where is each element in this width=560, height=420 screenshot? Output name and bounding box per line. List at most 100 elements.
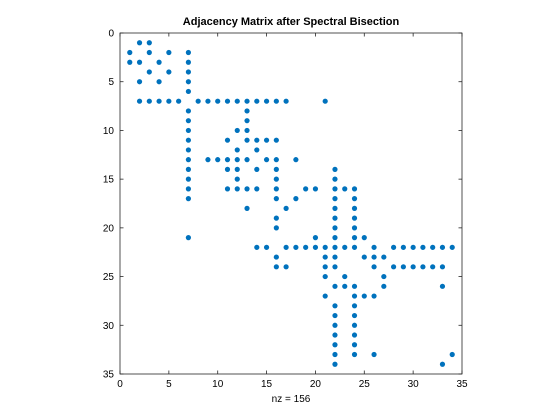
nonzero-marker xyxy=(273,166,279,172)
nonzero-marker xyxy=(244,98,250,104)
nonzero-marker xyxy=(351,186,358,192)
nonzero-marker xyxy=(351,332,358,338)
nonzero-marker xyxy=(224,98,231,104)
nonzero-marker xyxy=(322,254,328,260)
nonzero-marker xyxy=(283,244,289,250)
nonzero-marker xyxy=(205,157,211,163)
nonzero-marker xyxy=(273,264,279,270)
nonzero-marker xyxy=(430,264,436,270)
nonzero-marker xyxy=(381,283,387,289)
nonzero-marker xyxy=(303,186,309,192)
nonzero-marker xyxy=(254,244,260,250)
nonzero-marker xyxy=(185,118,191,124)
nonzero-marker xyxy=(332,244,338,250)
nonzero-marker xyxy=(234,186,240,192)
chart-title: Adjacency Matrix after Spectral Bisectio… xyxy=(183,16,400,28)
nonzero-marker xyxy=(254,137,260,143)
nonzero-marker xyxy=(185,196,191,202)
nonzero-marker xyxy=(351,205,358,211)
nonzero-marker xyxy=(332,176,338,182)
x-tick-label: 20 xyxy=(310,379,322,390)
nonzero-marker xyxy=(244,127,250,134)
nonzero-marker xyxy=(342,283,348,289)
nonzero-marker xyxy=(234,157,240,163)
nonzero-marker xyxy=(312,235,319,241)
nonzero-marker xyxy=(224,186,231,192)
nonzero-marker xyxy=(176,98,182,104)
x-tick-label: 0 xyxy=(117,379,123,390)
nonzero-marker xyxy=(400,264,406,270)
nonzero-marker xyxy=(332,166,338,172)
nonzero-marker xyxy=(381,273,387,280)
nonzero-marker xyxy=(351,215,358,221)
x-tick-label: 30 xyxy=(408,379,420,390)
nonzero-marker xyxy=(156,79,162,85)
y-tick-label: 20 xyxy=(103,223,115,234)
nonzero-marker xyxy=(351,322,358,328)
nonzero-marker xyxy=(273,176,279,182)
nonzero-marker xyxy=(273,137,279,143)
nonzero-marker xyxy=(136,79,143,85)
nonzero-marker xyxy=(234,176,240,182)
nonzero-marker xyxy=(391,244,397,250)
x-tick-label: 10 xyxy=(212,379,224,390)
nonzero-marker xyxy=(371,254,377,260)
x-axis: 0 5 10 15 20 25 30 35 xyxy=(117,33,468,390)
nonzero-marker xyxy=(185,79,191,85)
nonzero-marker xyxy=(254,186,260,192)
x-axis-label: nz = 156 xyxy=(272,394,311,405)
nonzero-marker xyxy=(185,147,191,153)
nonzero-marker xyxy=(224,166,231,172)
nonzero-marker xyxy=(312,244,319,250)
nonzero-marker xyxy=(263,244,270,250)
nonzero-marker xyxy=(351,283,358,289)
nonzero-marker xyxy=(273,254,279,260)
nonzero-marker xyxy=(332,196,338,202)
nonzero-marker xyxy=(449,351,455,358)
nonzero-marker xyxy=(244,108,250,114)
nonzero-marker xyxy=(293,157,299,163)
nonzero-marker xyxy=(136,59,143,65)
nonzero-marker xyxy=(283,205,289,211)
nonzero-marker xyxy=(332,342,338,348)
nonzero-marker xyxy=(351,312,358,319)
nonzero-marker xyxy=(351,342,358,348)
nonzero-marker xyxy=(361,293,367,299)
y-tick-label: 30 xyxy=(103,321,115,332)
x-tick-label: 35 xyxy=(456,379,468,390)
nonzero-marker xyxy=(439,244,446,250)
nonzero-marker xyxy=(146,40,152,46)
nonzero-marker xyxy=(371,264,377,270)
nonzero-marker xyxy=(322,273,328,280)
y-axis: 0 5 10 15 20 25 30 35 xyxy=(103,29,462,381)
nonzero-marker xyxy=(166,49,172,56)
nonzero-marker xyxy=(332,235,338,241)
nonzero-marker xyxy=(273,98,279,104)
nonzero-marker xyxy=(195,98,201,104)
nonzero-marker xyxy=(293,196,299,202)
nonzero-marker xyxy=(254,147,260,153)
nonzero-marker xyxy=(332,205,338,211)
nonzero-marker xyxy=(420,264,426,270)
nonzero-marker xyxy=(361,254,367,260)
nonzero-marker xyxy=(244,118,250,124)
x-tick-label: 5 xyxy=(166,379,172,390)
nonzero-marker xyxy=(332,264,338,270)
nonzero-marker xyxy=(127,49,133,56)
nonzero-marker xyxy=(185,137,191,143)
nonzero-marker xyxy=(146,69,152,75)
nonzero-marker xyxy=(273,196,279,202)
nonzero-marker xyxy=(244,157,250,163)
nonzero-marker xyxy=(371,293,377,299)
nonzero-marker xyxy=(224,137,231,143)
nonzero-marker xyxy=(185,88,191,95)
nonzero-marker xyxy=(136,40,143,46)
nonzero-marker xyxy=(400,244,406,250)
nonzero-marker xyxy=(224,157,231,163)
nonzero-marker xyxy=(273,186,279,192)
nonzero-marker xyxy=(254,98,260,104)
nonzero-marker xyxy=(410,244,416,250)
nonzero-marker xyxy=(322,293,328,299)
nonzero-marker xyxy=(391,264,397,270)
